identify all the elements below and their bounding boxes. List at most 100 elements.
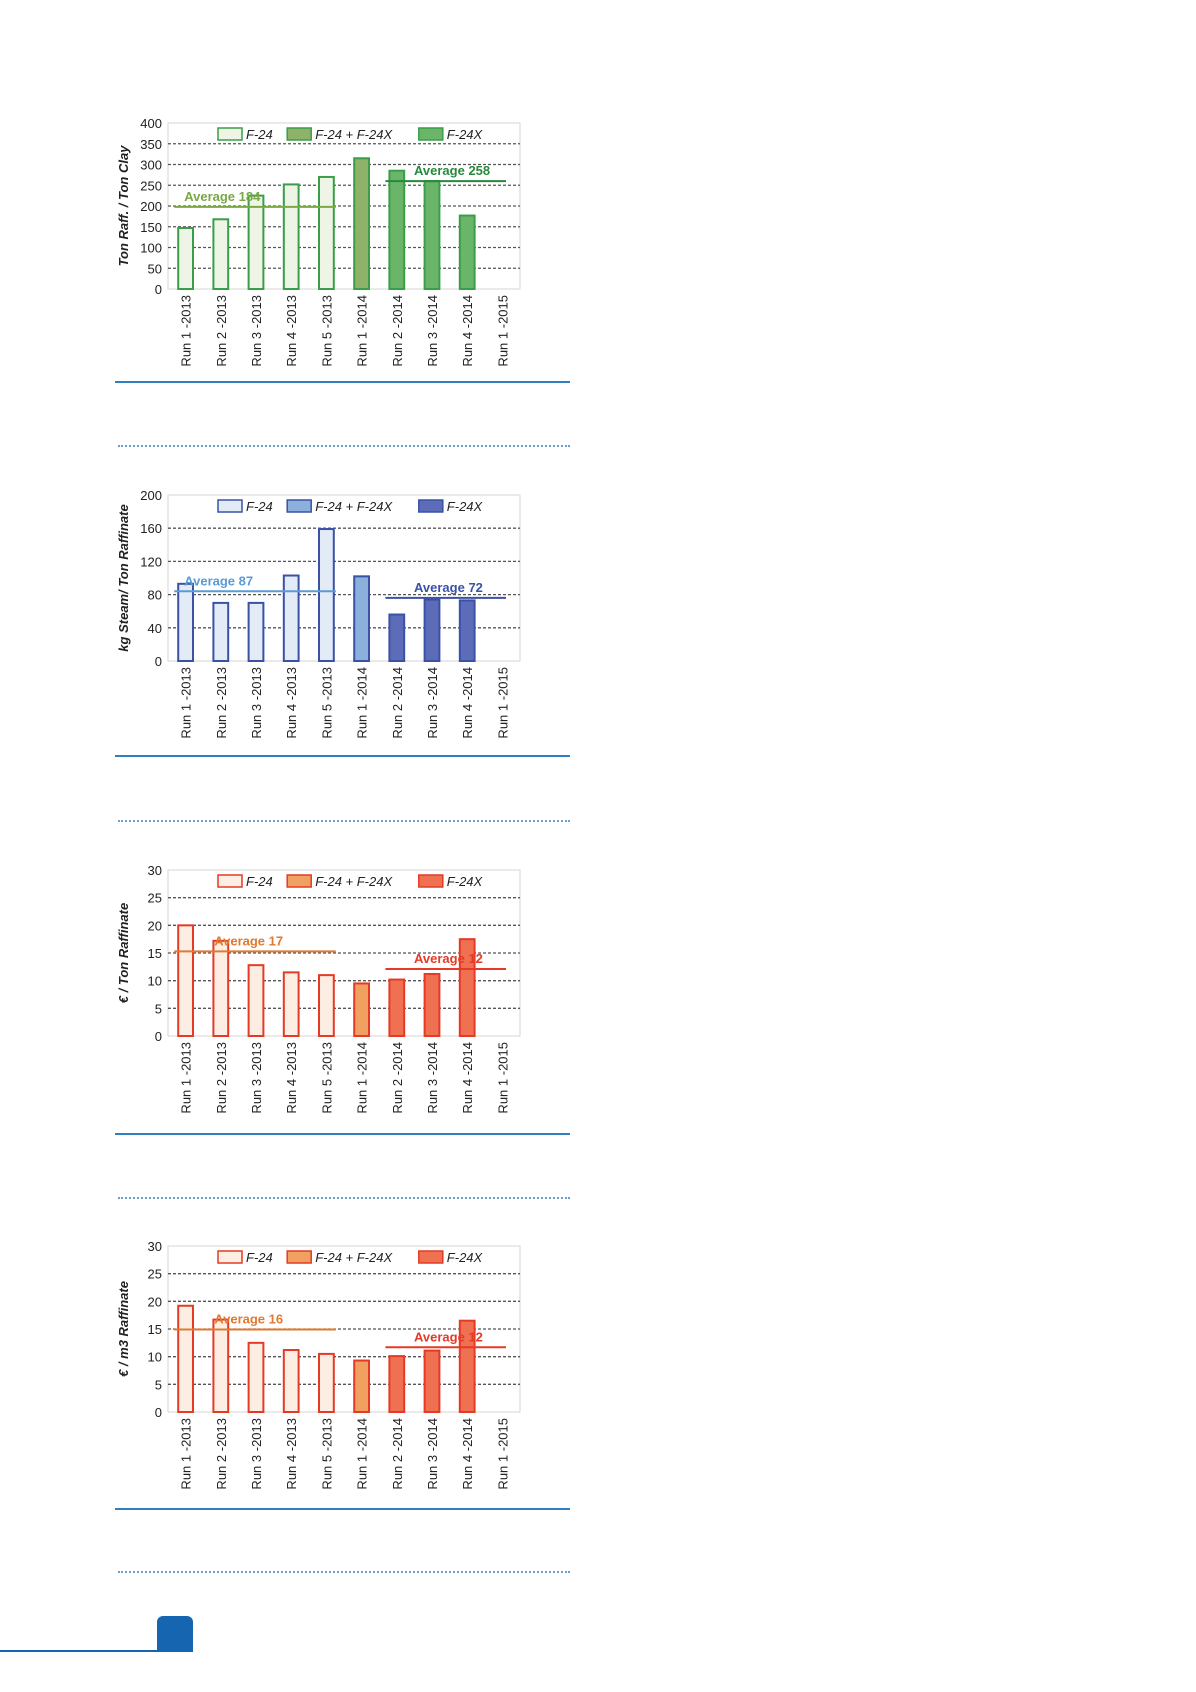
legend-label: F-24 + F-24X	[315, 127, 393, 142]
average-label: Average 12	[414, 951, 483, 966]
y-tick-label: 0	[155, 654, 162, 669]
x-tick-label: Run 1 -2013	[179, 1042, 194, 1114]
x-tick-label: Run 5 -2013	[319, 667, 334, 739]
y-tick-label: 20	[148, 918, 162, 933]
legend-swatch	[418, 1250, 444, 1264]
x-tick-label: Run 2 -2013	[214, 1042, 229, 1114]
chart-bottom-rule	[115, 381, 570, 383]
chart-svg: 0 5 10 15 20 25 30 € / m3 Raffinate Run 1 -2013 R…	[116, 1239, 521, 1490]
y-tick-label: 350	[140, 137, 162, 152]
bar	[247, 1341, 265, 1413]
x-tick-label: Run 2 -2013	[214, 1418, 229, 1490]
bar	[247, 964, 265, 1037]
y-tick-label: 15	[148, 946, 162, 961]
x-tick-label: Run 3 -2013	[249, 295, 264, 367]
x-tick-label: Run 3 -2014	[425, 1042, 440, 1114]
bar	[388, 1355, 406, 1413]
bar	[247, 601, 265, 662]
x-tick-label: Run 3 -2013	[249, 1418, 264, 1490]
legend-swatch	[286, 127, 312, 141]
y-tick-label: 5	[155, 1377, 162, 1392]
y-tick-label: 400	[140, 117, 162, 131]
x-tick-label: Run 1 -2015	[495, 295, 510, 367]
y-tick-label: 120	[140, 554, 162, 569]
bar	[423, 180, 441, 290]
bar	[177, 582, 194, 662]
bar	[212, 1318, 230, 1413]
x-tick-label: Run 3 -2014	[425, 295, 440, 367]
x-tick-label: Run 1 -2013	[179, 1418, 194, 1490]
x-tick-label: Run 1 -2015	[495, 1042, 510, 1114]
section-divider	[118, 1197, 570, 1199]
legend-swatch	[418, 127, 444, 141]
bar	[177, 226, 194, 291]
bar	[388, 169, 406, 290]
chart-euro-per-ton-raffinate: 0 5 10 15 20 25 30 € / Ton Raffinate Run 1 -2013…	[110, 863, 540, 1126]
y-tick-label: 30	[148, 864, 162, 878]
y-tick-label: 20	[148, 1294, 162, 1309]
chart-bottom-rule	[115, 1133, 570, 1135]
bar	[247, 194, 265, 290]
x-tick-label: Run 2 -2014	[390, 1042, 405, 1114]
legend-label: F-24X	[447, 127, 484, 142]
legend-swatch	[217, 127, 243, 141]
bar	[353, 982, 370, 1037]
x-tick-label: Run 5 -2013	[319, 295, 334, 367]
y-tick-label: 10	[148, 1350, 162, 1365]
legend-swatch	[286, 874, 312, 888]
bar	[282, 574, 300, 662]
bar	[212, 939, 230, 1037]
y-tick-label: 200	[140, 489, 162, 503]
x-tick-label: Run 4 -2014	[460, 667, 475, 739]
x-tick-label: Run 1 -2015	[495, 667, 510, 739]
y-tick-label: 150	[140, 220, 162, 235]
plot-area	[167, 494, 521, 662]
x-tick-label: Run 2 -2013	[214, 295, 229, 367]
x-tick-label: Run 1 -2013	[179, 295, 194, 367]
legend-label: F-24 + F-24X	[315, 499, 393, 514]
bar	[353, 575, 370, 662]
bar	[353, 1359, 370, 1413]
bar	[388, 978, 406, 1037]
page-footer-line	[0, 1650, 193, 1652]
legend-swatch	[286, 1250, 312, 1264]
y-axis-label: Ton Raff. / Ton Clay	[116, 145, 131, 267]
x-tick-label: Run 5 -2013	[319, 1042, 334, 1114]
y-tick-label: 25	[148, 1267, 162, 1282]
legend-label: F-24 + F-24X	[315, 874, 393, 889]
legend-swatch	[418, 499, 444, 513]
bar	[388, 613, 406, 662]
legend-swatch	[217, 1250, 243, 1264]
legend-label: F-24X	[447, 1250, 484, 1265]
y-tick-label: 200	[140, 199, 162, 214]
x-tick-label: Run 5 -2013	[319, 1418, 334, 1490]
y-tick-label: 250	[140, 178, 162, 193]
bar	[458, 938, 476, 1037]
bar	[458, 1319, 476, 1413]
x-tick-label: Run 4 -2013	[284, 667, 299, 739]
bar	[318, 528, 335, 662]
y-tick-label: 50	[148, 261, 162, 276]
x-tick-label: Run 4 -2014	[460, 295, 475, 367]
x-tick-label: Run 1 -2014	[355, 1418, 370, 1490]
bar	[212, 601, 230, 662]
y-axis-label: € / Ton Raffinate	[116, 903, 131, 1003]
average-label: Average 17	[214, 933, 283, 948]
y-tick-label: 40	[148, 621, 162, 636]
legend-swatch	[217, 874, 243, 888]
legend-label: F-24 + F-24X	[315, 1250, 393, 1265]
y-tick-label: 30	[148, 1240, 162, 1254]
bar	[282, 971, 300, 1038]
legend-label: F-24	[246, 127, 273, 142]
legend-label: F-24	[246, 499, 273, 514]
y-tick-label: 0	[155, 282, 162, 297]
x-tick-label: Run 1 -2014	[355, 1042, 370, 1114]
bar	[423, 598, 441, 662]
x-tick-label: Run 3 -2014	[425, 667, 440, 739]
x-tick-label: Run 1 -2014	[355, 295, 370, 367]
bar	[318, 974, 335, 1037]
legend-label: F-24X	[447, 874, 484, 889]
x-tick-label: Run 2 -2014	[390, 667, 405, 739]
bar	[177, 1304, 194, 1413]
average-label: Average 87	[184, 573, 253, 588]
